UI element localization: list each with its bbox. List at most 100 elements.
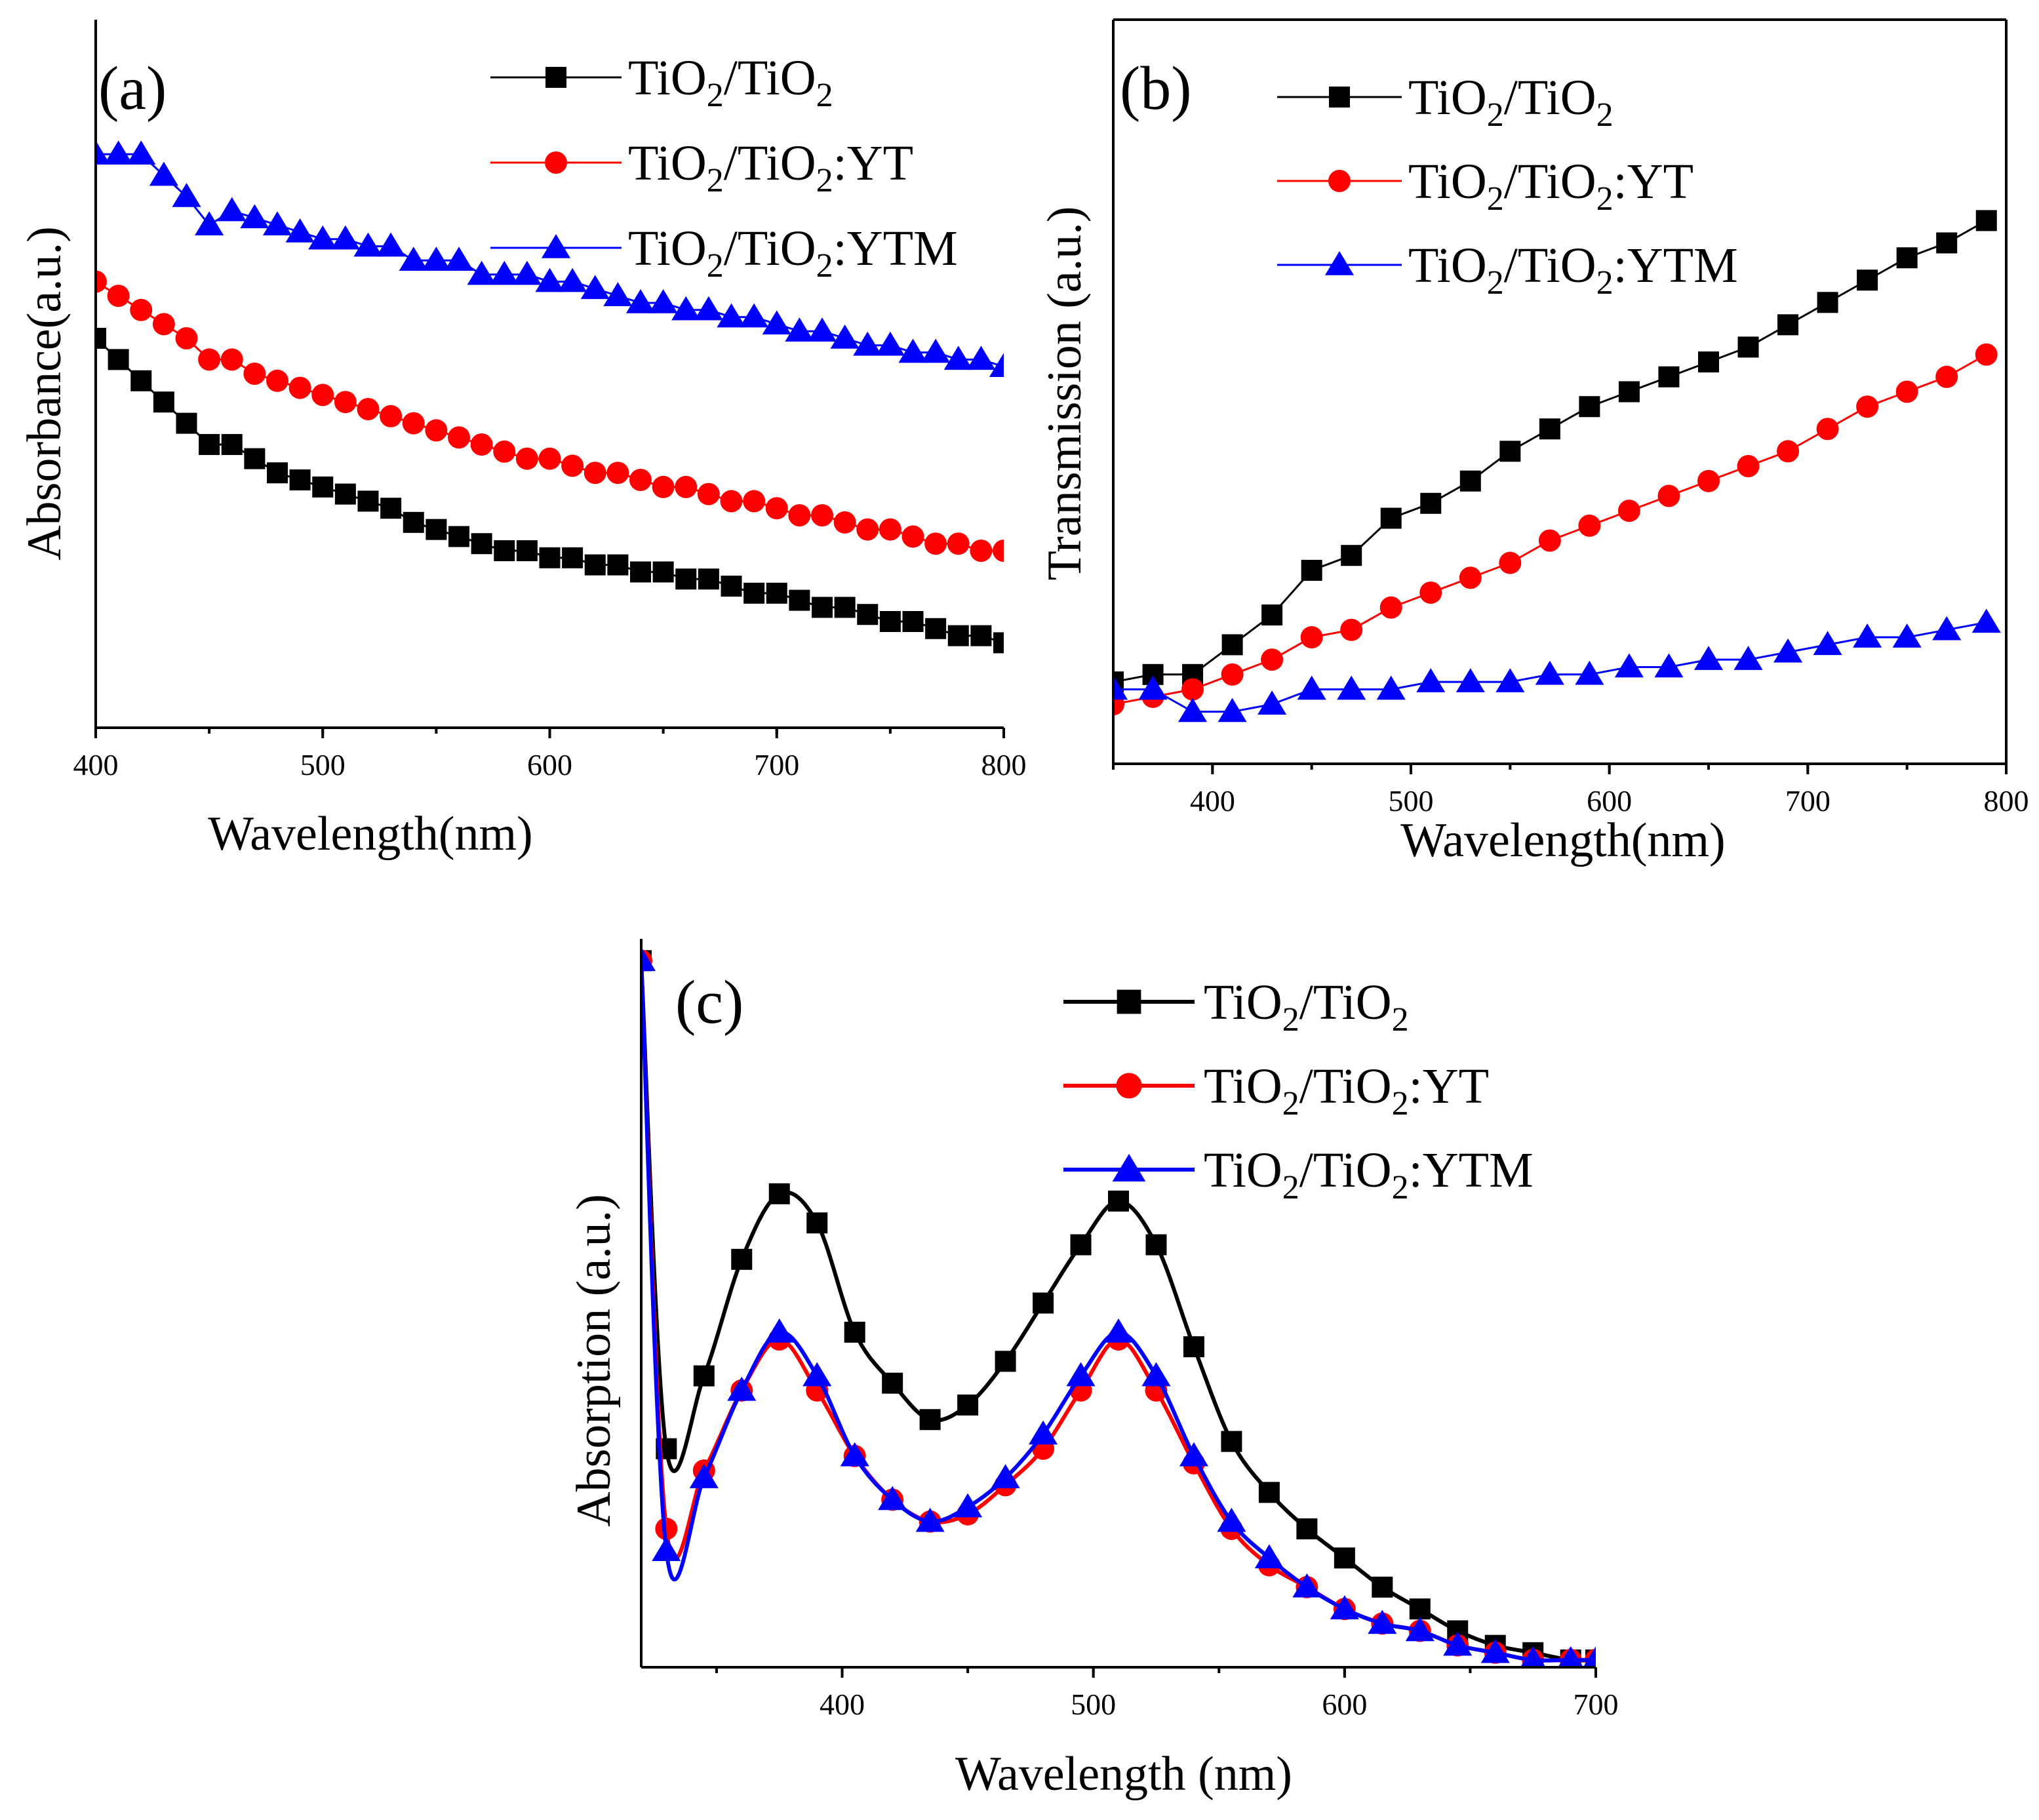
legend-marker [1117,989,1141,1014]
data-point [1183,1336,1204,1358]
legend: TiO2/TiO2 TiO2/TiO2:YT TiO2/TiO2:YTM [1063,975,1534,1206]
data-point [149,161,178,186]
data-point [1698,351,1719,373]
data-point [1181,678,1204,701]
data-point [493,440,516,463]
data-point [921,338,951,363]
series-1 [641,949,1596,1667]
data-point [376,232,406,257]
data-point [538,447,561,470]
data-point [1895,380,1918,403]
series-2 [1113,608,2001,722]
data-point [1583,1646,1596,1667]
data-point [652,1537,681,1561]
panel-b-label: (b) [1120,54,1192,123]
data-point [198,348,221,371]
data-point [448,426,470,449]
legend-item: TiO2/TiO2 [490,50,833,114]
data-point [1405,1617,1435,1642]
data-point [812,597,833,618]
data-point [199,434,220,455]
data-point [561,454,584,477]
panel-b-x-axis-label: Wavelength(nm) [1400,814,1725,867]
data-point [898,338,928,363]
data-point [107,285,130,307]
data-point [1337,675,1366,700]
data-point [1108,1190,1129,1212]
data-point [403,511,424,533]
data-point [96,328,106,349]
data-point [96,140,111,165]
data-point [153,391,174,413]
data-point [1733,646,1763,670]
x-tick-label: 700 [1785,784,1831,818]
data-point [629,469,652,491]
data-point [516,540,538,561]
data-point [875,331,905,356]
legend-item: TiO2/TiO2 [1277,70,1613,134]
data-point [127,140,156,165]
data-point [402,412,425,435]
data-point [1578,514,1601,537]
data-point [919,1409,941,1431]
legend-marker [1328,170,1351,192]
data-point [648,289,678,313]
data-point [422,247,451,271]
data-point [1896,247,1918,269]
data-point [995,1351,1016,1372]
data-point [844,1321,865,1343]
panel-a-x-axis-label: Wavelength(nm) [208,807,532,861]
data-point [267,462,288,484]
data-point [882,1372,903,1394]
data-point [765,497,788,520]
data-point [1372,1576,1393,1598]
data-point [176,412,197,434]
data-point [830,325,860,349]
data-point [675,568,697,590]
data-point [1416,668,1446,692]
data-point [947,532,970,555]
data-point [991,1464,1020,1488]
x-tick-label: 500 [1071,1688,1116,1721]
data-point [1693,646,1724,670]
x-tick-label: 700 [754,748,799,781]
data-point [1657,485,1680,507]
series-1 [96,270,1004,562]
data-point [1455,668,1485,692]
data-point [788,504,811,526]
legend-marker [545,151,567,174]
legend-marker [541,234,571,258]
data-point [535,267,564,292]
x-tick-label: 700 [1574,1688,1619,1721]
data-point [1520,1646,1546,1667]
legend-marker [1116,1073,1142,1099]
data-point [764,1318,794,1343]
data-point [444,247,474,271]
data-point [901,525,924,548]
data-point [96,270,107,293]
data-point [330,225,360,250]
panel-a: (a) Wavelength(nm) Absorbance(a.u.) 400 5… [18,20,1027,861]
data-point [766,582,787,604]
data-point [1813,631,1842,656]
data-point [698,568,719,590]
data-point [1258,1482,1280,1503]
legend-item: TiO2/TiO2:YT [1063,1059,1489,1122]
data-point [970,540,993,562]
data-point [641,947,656,972]
data-point [539,547,561,568]
x-tick-label: 800 [1984,784,2029,818]
legend-marker [545,67,566,88]
data-point [1558,1646,1583,1667]
data-point [1261,648,1284,671]
data-point [1654,653,1684,678]
plot-area [1113,210,2001,722]
data-point [655,1517,678,1540]
data-point [448,526,469,547]
data-point [989,353,1004,377]
legend-item: TiO2/TiO2:YTM [490,221,958,285]
data-point [1179,1442,1208,1467]
panel-b-y-axis-label: Transmission (a.u.) [1038,207,1092,581]
data-point [1499,551,1522,574]
data-point [1817,292,1838,313]
